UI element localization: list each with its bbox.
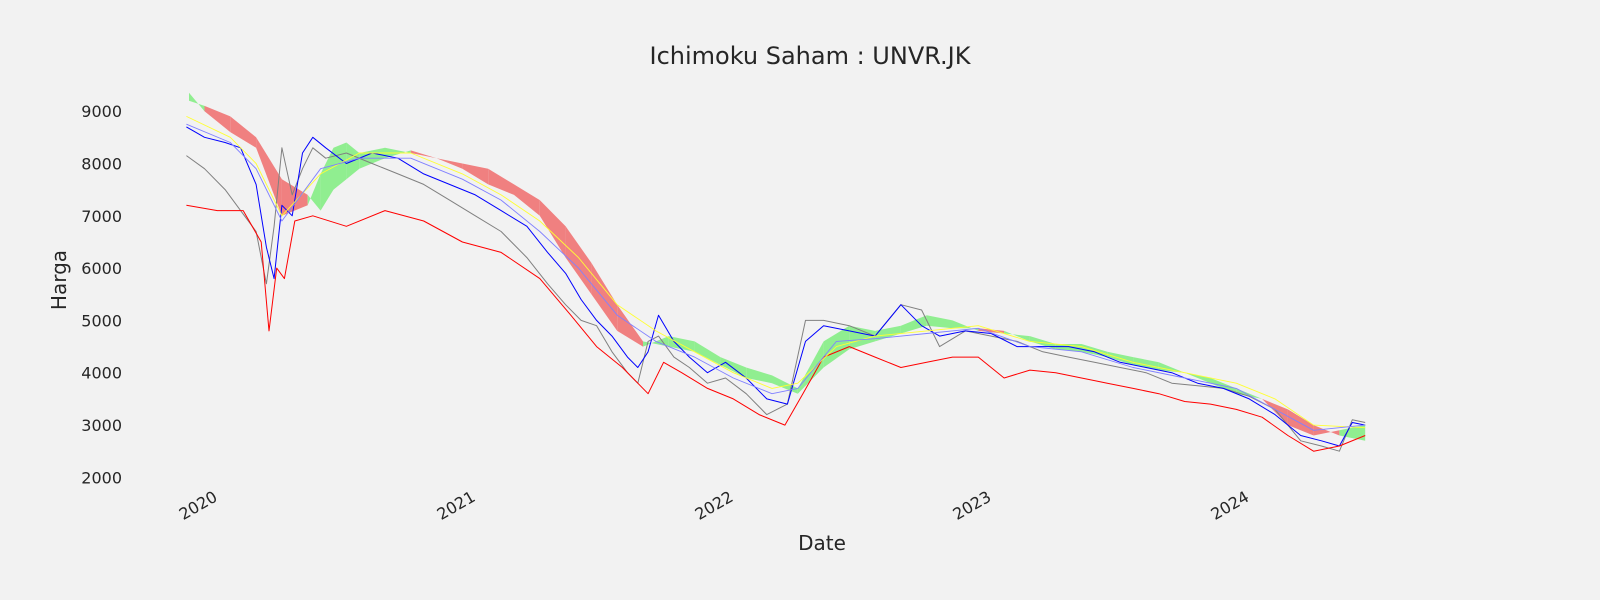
y-axis-ticks: 2000 3000 4000 5000 6000 7000 8000 9000	[81, 102, 122, 487]
cloud-segment	[1339, 425, 1366, 441]
cloud-segment	[978, 328, 1005, 334]
y-tick-label: 6000	[81, 259, 122, 278]
cloud-segment	[307, 173, 321, 211]
series-line-4	[186, 115, 1366, 429]
cloud-segment	[875, 325, 901, 342]
series-lines	[186, 115, 1366, 452]
cloud-segment	[230, 116, 257, 148]
y-tick-label: 2000	[81, 468, 122, 487]
chart-title: Ichimoku Saham : UNVR.JK	[650, 42, 972, 70]
cloud-segment	[617, 304, 643, 347]
y-axis-label: Harga	[47, 250, 71, 310]
cloud-segment	[591, 262, 618, 331]
cloud-segment	[1236, 388, 1263, 399]
x-axis-label: Date	[798, 531, 846, 555]
y-tick-label: 9000	[81, 102, 122, 121]
y-tick-label: 5000	[81, 311, 122, 330]
x-tick-label: 2022	[692, 487, 737, 524]
cloud-segment	[1313, 425, 1340, 436]
x-tick-label: 2021	[434, 487, 479, 524]
x-tick-label: 2023	[950, 487, 995, 524]
x-axis-ticks: 2020 2021 2022 2023 2024	[176, 487, 1253, 524]
cloud-segment	[1133, 357, 1159, 371]
cloud-segment	[256, 137, 282, 216]
cloud-segment	[410, 150, 437, 159]
cloud-segment	[797, 341, 824, 394]
y-tick-label: 4000	[81, 364, 122, 383]
y-tick-label: 7000	[81, 207, 122, 226]
cloud-segment	[849, 325, 876, 350]
cloud-segment	[746, 367, 772, 384]
cloud-segment	[1184, 372, 1211, 384]
y-tick-label: 3000	[81, 416, 122, 435]
series-line-1	[186, 147, 1366, 452]
series-line-2	[186, 126, 1366, 447]
cloud-segment	[952, 320, 979, 331]
ichimoku-cloud	[189, 92, 1366, 441]
cloud-segment	[320, 147, 334, 211]
cloud-segment	[189, 92, 205, 112]
cloud-segment	[926, 315, 953, 329]
cloud-segment	[694, 341, 721, 365]
series-line-3	[186, 204, 1366, 452]
cloud-segment	[1287, 409, 1314, 436]
cloud-segment	[539, 200, 566, 258]
x-tick-label: 2020	[176, 487, 221, 524]
x-tick-label: 2024	[1207, 487, 1252, 524]
cloud-segment	[1004, 330, 1030, 342]
cloud-segment	[488, 168, 514, 195]
cloud-segment	[1158, 362, 1185, 373]
y-tick-label: 8000	[81, 154, 122, 173]
cloud-segment	[565, 226, 592, 295]
cloud-segment	[462, 163, 489, 185]
cloud-segment	[900, 315, 927, 334]
series-line-5	[186, 123, 1366, 431]
cloud-segment	[514, 184, 540, 216]
cloud-segment	[436, 158, 463, 169]
cloud-segment	[204, 105, 231, 133]
